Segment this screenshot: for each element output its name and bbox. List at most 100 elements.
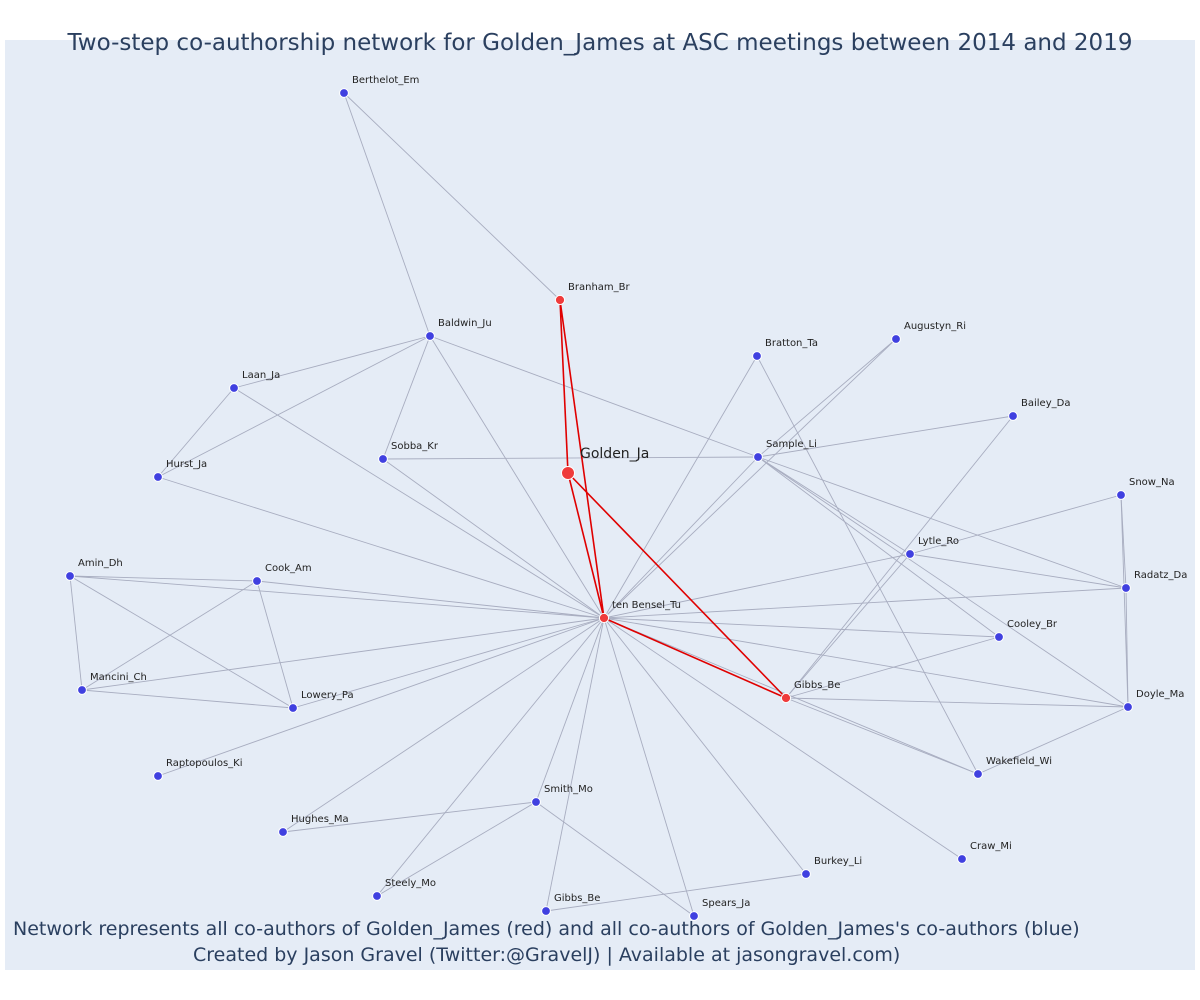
edge-hurst-tenbensel — [157, 476, 605, 619]
node-label-hughes: Hughes_Ma — [291, 814, 349, 825]
node-smith[interactable] — [531, 797, 541, 807]
node-label-bailey: Bailey_Da — [1021, 398, 1070, 409]
node-spears[interactable] — [689, 911, 699, 921]
node-label-tenbensel: ten Bensel_Tu — [612, 600, 681, 611]
edge-baldwin-sample — [429, 335, 759, 458]
edge-doyle-gibbs_be_r — [785, 697, 1129, 708]
node-radatz[interactable] — [1121, 583, 1131, 593]
node-baldwin[interactable] — [425, 331, 435, 341]
node-layer — [65, 88, 1133, 921]
node-gibbs_be_r[interactable] — [780, 692, 792, 704]
node-label-doyle: Doyle_Ma — [1136, 689, 1184, 700]
footer-description: Network represents all co-authors of Gol… — [13, 918, 1080, 940]
edge-branham-golden — [559, 299, 569, 474]
edge-mancini-tenbensel — [81, 617, 605, 691]
edge-mancini-amin — [69, 575, 83, 691]
node-label-craw: Craw_Mi — [970, 841, 1012, 852]
edge-golden-gibbs_be_r — [567, 472, 787, 699]
node-label-berthelot: Berthelot_Em — [352, 75, 419, 86]
node-hurst[interactable] — [153, 472, 163, 482]
edge-baldwin-tenbensel — [429, 335, 605, 619]
node-bratton[interactable] — [752, 351, 762, 361]
node-label-laan: Laan_Ja — [242, 370, 280, 381]
node-hughes[interactable] — [278, 827, 288, 837]
edge-lowery-amin — [69, 575, 294, 709]
node-lytle[interactable] — [905, 549, 915, 559]
edge-augustyn-tenbensel — [603, 338, 897, 619]
node-raptopoulos[interactable] — [153, 771, 163, 781]
node-label-sobba: Sobba_Kr — [391, 441, 439, 452]
edge-wakefield-tenbensel — [603, 617, 979, 775]
node-label-amin: Amin_Dh — [78, 558, 123, 569]
node-golden[interactable] — [561, 466, 575, 480]
node-label-mancini: Mancini_Ch — [90, 672, 147, 683]
edge-cook-tenbensel — [256, 580, 605, 619]
node-mancini[interactable] — [77, 685, 87, 695]
node-bailey[interactable] — [1008, 411, 1018, 421]
node-label-branham: Branham_Br — [568, 282, 631, 293]
node-label-wakefield: Wakefield_Wi — [986, 756, 1052, 767]
edge-layer — [69, 92, 1129, 917]
edge-sample-tenbensel — [603, 456, 759, 619]
edge-bailey-sample — [757, 415, 1014, 458]
edge-hughes-tenbensel — [282, 617, 605, 833]
edge-mancini-cook — [81, 580, 258, 691]
edge-lytle-tenbensel — [603, 553, 911, 619]
edge-lowery-mancini — [81, 689, 294, 709]
node-cook[interactable] — [252, 576, 262, 586]
node-sobba[interactable] — [378, 454, 388, 464]
node-augustyn[interactable] — [891, 334, 901, 344]
edge-smith-tenbensel — [535, 617, 605, 803]
node-craw[interactable] — [957, 854, 967, 864]
edge-sample-doyle — [757, 456, 1129, 708]
edge-amin-tenbensel — [69, 575, 605, 619]
edge-bailey-gibbs_be_r — [785, 415, 1014, 699]
edge-spears-smith — [535, 801, 695, 917]
edge-bratton-tenbensel — [603, 355, 758, 619]
edge-laan-tenbensel — [233, 387, 605, 619]
node-label-augustyn: Augustyn_Ri — [904, 321, 966, 332]
edge-sample-cooley — [757, 456, 1000, 638]
edge-branham-berthelot — [343, 92, 561, 301]
node-burkey[interactable] — [801, 869, 811, 879]
chart-title: Two-step co-authorship network for Golde… — [67, 30, 1133, 56]
edge-baldwin-sobba — [382, 335, 431, 460]
edge-spears-tenbensel — [603, 617, 695, 917]
node-berthelot[interactable] — [339, 88, 349, 98]
node-doyle[interactable] — [1123, 702, 1133, 712]
node-label-sample: Sample_Li — [766, 439, 817, 450]
edge-berthelot-baldwin — [343, 92, 431, 337]
node-label-cook: Cook_Am — [265, 563, 312, 574]
edge-snow-lytle — [909, 494, 1122, 555]
edge-radatz-doyle — [1125, 587, 1129, 708]
node-steely[interactable] — [372, 891, 382, 901]
footer-credit: Created by Jason Gravel (Twitter:@Gravel… — [193, 944, 901, 966]
edge-baldwin-hurst — [157, 335, 431, 478]
node-snow[interactable] — [1116, 490, 1126, 500]
node-tenbensel[interactable] — [598, 612, 610, 624]
node-label-burkey: Burkey_Li — [814, 856, 862, 867]
node-laan[interactable] — [229, 383, 239, 393]
edge-steely-tenbensel — [376, 617, 605, 897]
node-lowery[interactable] — [288, 703, 298, 713]
edge-sobba-tenbensel — [382, 458, 605, 619]
node-label-hurst: Hurst_Ja — [166, 459, 207, 470]
edge-lowery-cook — [256, 580, 294, 709]
edge-laan-hurst — [157, 387, 235, 478]
edge-sobba-sample — [382, 456, 759, 460]
edge-wakefield-gibbs_be_r — [785, 697, 979, 775]
node-wakefield[interactable] — [973, 769, 983, 779]
edge-steely-smith — [376, 801, 537, 897]
edge-cooley-tenbensel — [603, 617, 1000, 638]
node-sample[interactable] — [753, 452, 763, 462]
edge-sample-lytle — [757, 456, 911, 555]
edge-baldwin-laan — [233, 335, 431, 389]
node-cooley[interactable] — [994, 632, 1004, 642]
edge-burkey-gibbs_be_b — [545, 873, 807, 912]
node-amin[interactable] — [65, 571, 75, 581]
node-label-lowery: Lowery_Pa — [301, 690, 354, 701]
node-branham[interactable] — [554, 294, 566, 306]
node-gibbs_be_b[interactable] — [541, 906, 551, 916]
